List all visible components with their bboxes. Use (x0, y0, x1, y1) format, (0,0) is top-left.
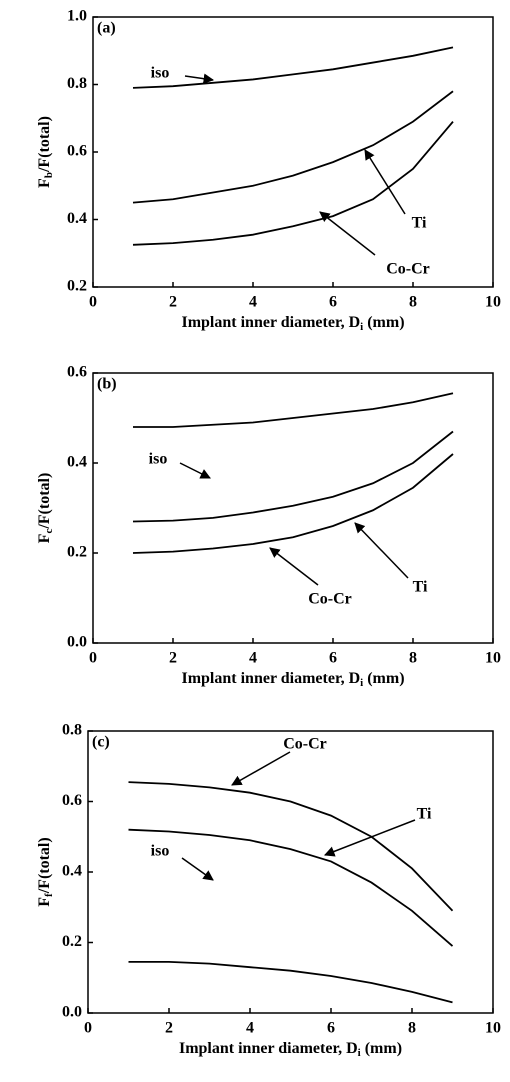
x-tick-label: 2 (169, 294, 177, 311)
annotation-arrow (179, 462, 211, 479)
annotation-arrow (181, 857, 214, 881)
series-line (132, 46, 454, 89)
series-annotation: Ti (417, 806, 432, 823)
y-label-sub: b (43, 172, 55, 178)
y-axis-label: Fc/F(total) (36, 473, 55, 544)
x-label-sub: i (360, 321, 363, 333)
y-label-rest: /F(total) (36, 116, 53, 173)
series-annotation: Ti (412, 215, 427, 232)
annotation-arrow (354, 522, 409, 579)
series-line (132, 453, 454, 554)
x-tick-label: 10 (485, 294, 501, 311)
y-label-main: F (36, 897, 53, 907)
series-annotation: Co-Cr (386, 261, 430, 278)
y-tick-label: 0.6 (67, 364, 87, 381)
y-label-sub: f (43, 893, 55, 897)
x-tick-label: 6 (329, 294, 337, 311)
series-line (128, 960, 453, 1004)
x-axis-label: Implant inner diameter, Di (mm) (181, 314, 404, 333)
y-tick-label: 0.6 (62, 792, 82, 809)
x-tick-label: 8 (408, 1020, 416, 1037)
series-line (132, 430, 454, 523)
series-line (132, 90, 454, 204)
x-label-main: Implant inner diameter, D (179, 1040, 358, 1057)
x-tick-label: 10 (485, 1020, 501, 1037)
x-tick-label: 10 (485, 650, 501, 667)
x-tick-label: 4 (246, 1020, 254, 1037)
x-tick-label: 2 (169, 650, 177, 667)
x-label-rest: (mm) (361, 1040, 402, 1057)
x-tick-label: 2 (165, 1020, 173, 1037)
x-tick-label: 6 (327, 1020, 335, 1037)
y-tick-label: 0.4 (62, 863, 82, 880)
series-line (132, 121, 454, 246)
plot-frame (92, 372, 494, 644)
x-label-rest: (mm) (363, 670, 404, 687)
x-label-sub: i (358, 1047, 361, 1059)
x-tick-label: 4 (249, 650, 257, 667)
x-label-main: Implant inner diameter, D (181, 314, 360, 331)
annotation-arrow (319, 211, 376, 256)
y-label-sub: c (43, 529, 55, 534)
series-annotation: Ti (413, 579, 428, 596)
annotation-arrow (231, 751, 291, 786)
x-tick-label: 8 (409, 294, 417, 311)
panel-label: (c) (92, 734, 110, 751)
x-label-rest: (mm) (363, 314, 404, 331)
annotation-arrow (269, 547, 319, 586)
y-tick-label: 0.4 (67, 210, 87, 227)
series-annotation: Co-Cr (308, 591, 352, 608)
annotation-arrow (364, 149, 406, 215)
annotation-arrow (184, 73, 215, 84)
y-label-main: F (36, 178, 53, 188)
y-label-main: F (36, 533, 53, 543)
y-tick-label: 0.2 (62, 933, 82, 950)
y-tick-label: 0.6 (67, 143, 87, 160)
y-label-rest: /F(total) (36, 837, 53, 894)
panel-label: (b) (97, 376, 117, 393)
series-annotation: iso (151, 843, 170, 860)
y-axis-label: Fb/F(total) (36, 116, 55, 188)
y-label-rest: /F(total) (36, 473, 53, 530)
y-tick-label: 0.2 (67, 278, 87, 295)
plot-frame (92, 16, 494, 288)
series-annotation: Co-Cr (283, 736, 327, 753)
x-tick-label: 0 (89, 294, 97, 311)
x-tick-label: 6 (329, 650, 337, 667)
series-annotation: iso (149, 451, 168, 468)
x-axis-label: Implant inner diameter, Di (mm) (181, 670, 404, 689)
y-tick-label: 0.0 (62, 1004, 82, 1021)
y-tick-label: 1.0 (67, 8, 87, 25)
x-label-main: Implant inner diameter, D (181, 670, 360, 687)
panel-label: (a) (97, 20, 116, 37)
series-line (133, 392, 454, 428)
y-tick-label: 0.0 (67, 634, 87, 651)
series-line (128, 828, 454, 947)
y-tick-label: 0.8 (62, 722, 82, 739)
y-tick-label: 0.2 (67, 544, 87, 561)
x-axis-label: Implant inner diameter, Di (mm) (179, 1040, 402, 1059)
x-label-sub: i (360, 677, 363, 689)
series-line (128, 781, 454, 912)
series-annotation: iso (151, 65, 170, 82)
x-tick-label: 4 (249, 294, 257, 311)
x-tick-label: 0 (89, 650, 97, 667)
x-tick-label: 8 (409, 650, 417, 667)
y-tick-label: 0.8 (67, 75, 87, 92)
y-axis-label: Ff/F(total) (36, 837, 55, 906)
y-tick-label: 0.4 (67, 454, 87, 471)
x-tick-label: 0 (84, 1020, 92, 1037)
annotation-arrow (324, 819, 416, 857)
